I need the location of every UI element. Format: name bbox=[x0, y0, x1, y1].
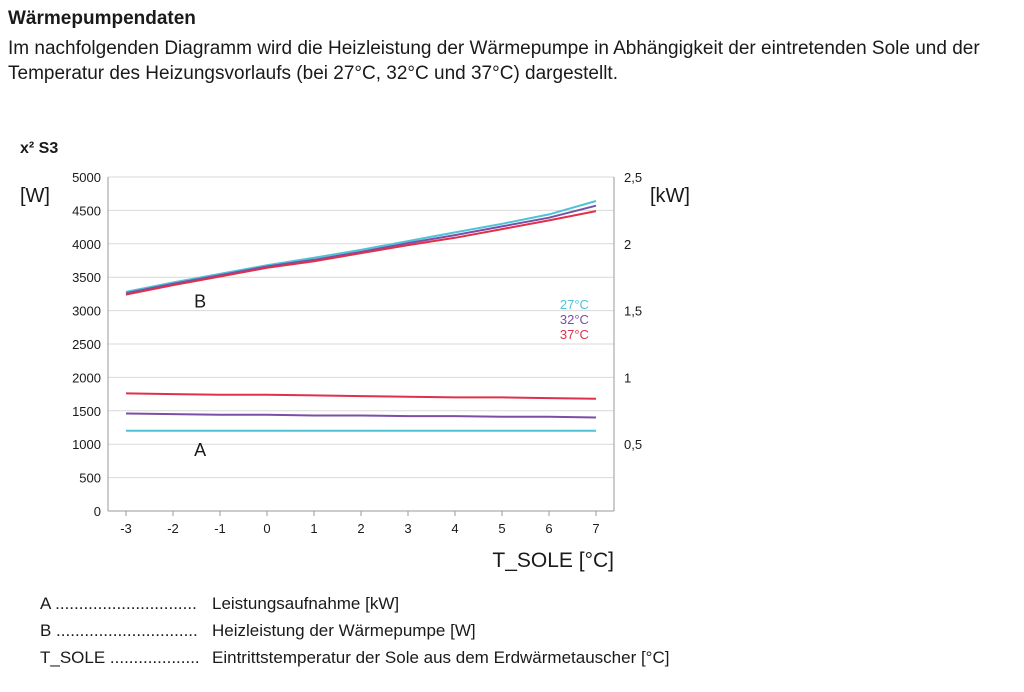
x-tick-label: 7 bbox=[592, 521, 599, 536]
legend-key-a: A .............................. bbox=[40, 594, 197, 613]
x-axis-label: T_SOLE [°C] bbox=[492, 549, 614, 572]
legend-entry-27c: 27°C bbox=[560, 297, 589, 312]
y-left-tick-label: 4000 bbox=[72, 237, 101, 252]
series-lines bbox=[125, 200, 597, 432]
legend-row-b: B .............................. Heizlei… bbox=[40, 617, 669, 644]
legend-desc-a: Leistungsaufnahme [kW] bbox=[212, 594, 400, 613]
y-right-tick-label: 1 bbox=[624, 370, 631, 385]
y-right-tick-label: 2,5 bbox=[624, 170, 642, 185]
x-tick-label: 3 bbox=[404, 521, 411, 536]
y-right-axis-label: [kW] bbox=[650, 185, 690, 207]
x-tick-label: 5 bbox=[498, 521, 505, 536]
page-title: Wärmepumpendaten bbox=[8, 8, 196, 29]
legend-key-tsole: T_SOLE ................... bbox=[40, 648, 200, 667]
curve-label-a: A bbox=[194, 440, 206, 460]
legend-entry-37c: 37°C bbox=[560, 327, 589, 342]
chart-labels: B A 27°C32°C37°C bbox=[194, 291, 589, 460]
legend-row-tsole: T_SOLE ................... Eintrittstemp… bbox=[40, 644, 669, 671]
x-tick-label: 6 bbox=[545, 521, 552, 536]
series-line-b-37c bbox=[125, 210, 597, 296]
x-tick-label: 1 bbox=[310, 521, 317, 536]
legend-row-a: A .............................. Leistun… bbox=[40, 590, 669, 617]
y-left-tick-label: 2500 bbox=[72, 337, 101, 352]
legend-table: A .............................. Leistun… bbox=[40, 590, 669, 671]
y-left-tick-label: 1000 bbox=[72, 437, 101, 452]
y-right-tick-label: 0,5 bbox=[624, 437, 642, 452]
y-left-tick-label: 5000 bbox=[72, 170, 101, 185]
legend-key-b: B .............................. bbox=[40, 621, 198, 640]
chart-title: x² S3 bbox=[20, 140, 58, 157]
y-left-tick-label: 4500 bbox=[72, 203, 101, 218]
series-line-b-32c bbox=[125, 204, 597, 295]
x-tick-label: -3 bbox=[120, 521, 132, 536]
y-left-tick-label: 1500 bbox=[72, 404, 101, 419]
series-line-a-32c bbox=[125, 412, 597, 419]
x-tick-label: -1 bbox=[214, 521, 226, 536]
y-left-axis-label: [W] bbox=[20, 185, 50, 207]
x-tick-label: 4 bbox=[451, 521, 458, 536]
legend-desc-b: Heizleistung der Wärmepumpe [W] bbox=[212, 621, 476, 640]
x-tick-label: 2 bbox=[357, 521, 364, 536]
y-right-tick-label: 1,5 bbox=[624, 304, 642, 319]
series-line-b-27c bbox=[125, 200, 597, 293]
y-left-tick-label: 3000 bbox=[72, 304, 101, 319]
y-left-tick-label: 500 bbox=[79, 471, 101, 486]
y-left-tick-label: 3500 bbox=[72, 270, 101, 285]
y-left-tick-label: 2000 bbox=[72, 370, 101, 385]
legend-entry-32c: 32°C bbox=[560, 312, 589, 327]
heat-pump-chart: x² S3 [W] [kW] T_SOLE [°C] 0 500 1000 1500 2… bbox=[20, 140, 690, 572]
y-left-tick-label: 0 bbox=[94, 504, 101, 519]
x-tick-label: -2 bbox=[167, 521, 179, 536]
series-line-a-37c bbox=[125, 392, 597, 400]
curve-label-b: B bbox=[194, 291, 206, 311]
y-right-tick-label: 2 bbox=[624, 237, 631, 252]
x-tick-label: 0 bbox=[263, 521, 270, 536]
intro-text: Im nachfolgenden Diagramm wird die Heizl… bbox=[8, 38, 980, 84]
axis-ticks: 0 500 1000 1500 2000 2500 3000 3500 4000 4500 5000… bbox=[72, 170, 642, 536]
grid bbox=[107, 176, 615, 512]
legend-desc-tsole: Eintrittstemperatur der Sole aus dem Erd… bbox=[212, 648, 670, 667]
